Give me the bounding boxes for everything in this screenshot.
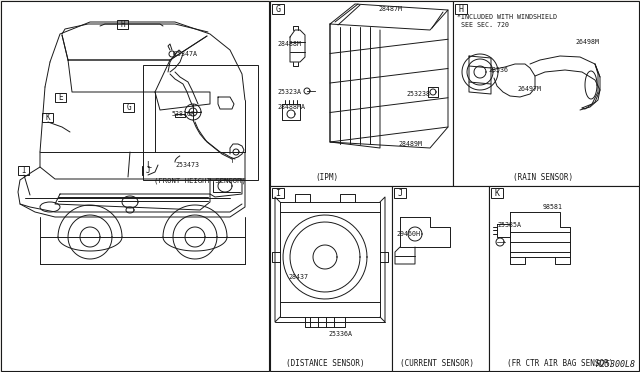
Bar [272,188,284,198]
Text: 253473: 253473 [175,162,199,168]
Bar [270,186,392,371]
Bar [55,93,66,102]
Text: 25347A: 25347A [173,51,197,57]
Text: (RAIN SENSOR): (RAIN SENSOR) [513,173,573,182]
Text: 26498M: 26498M [575,39,599,45]
Text: 28437: 28437 [288,274,308,280]
Text: 25336A: 25336A [328,331,352,337]
Bar [1,1,269,371]
Text: (FR CTR AIR BAG SENSOR): (FR CTR AIR BAG SENSOR) [507,359,613,368]
Text: (DISTANCE SENSOR): (DISTANCE SENSOR) [285,359,364,368]
Bar [18,166,29,175]
Text: K: K [495,189,499,198]
Bar [392,186,489,371]
Text: 25385A: 25385A [497,222,521,228]
Text: 25323A: 25323A [277,89,301,95]
Text: 26497M: 26497M [517,86,541,92]
Text: 98581: 98581 [543,204,563,210]
Text: L: L [147,160,152,170]
Bar [453,1,639,186]
Bar [42,113,53,122]
Bar [394,188,406,198]
Text: H: H [458,4,463,13]
Bar [143,65,258,180]
Text: SEE SEC. 720: SEE SEC. 720 [461,22,509,28]
Bar [491,188,503,198]
Text: J: J [397,189,403,198]
Text: G: G [126,103,131,112]
Text: I: I [275,189,280,198]
Text: 28489M: 28489M [398,141,422,147]
Text: 253238: 253238 [406,91,430,97]
Text: 28487M: 28487M [378,6,402,12]
Bar [117,20,128,29]
Text: (CURRENT SENSOR): (CURRENT SENSOR) [400,359,474,368]
Text: K: K [45,113,50,122]
Text: R25300L8: R25300L8 [596,360,636,369]
Bar [123,103,134,112]
Bar [142,166,153,175]
Bar [270,1,453,186]
Text: 28488M: 28488M [277,41,301,47]
Text: (IPM): (IPM) [316,173,339,182]
Text: *INCLUDED WITH WINDSHIELD: *INCLUDED WITH WINDSHIELD [457,14,557,20]
Text: J: J [145,166,150,175]
Bar [489,186,639,371]
Text: 28536: 28536 [488,67,508,73]
Text: 53810R: 53810R [172,111,196,117]
Text: G: G [275,4,280,13]
Bar [272,4,284,14]
Bar [455,4,467,14]
Text: 29460H: 29460H [396,231,420,237]
Bar [143,160,155,170]
Text: H: H [120,20,125,29]
Text: 28488MA: 28488MA [277,104,305,110]
Text: (FRONT HEIGHT SENSOR): (FRONT HEIGHT SENSOR) [154,177,246,184]
Text: E: E [58,93,63,102]
Text: I: I [21,166,26,175]
